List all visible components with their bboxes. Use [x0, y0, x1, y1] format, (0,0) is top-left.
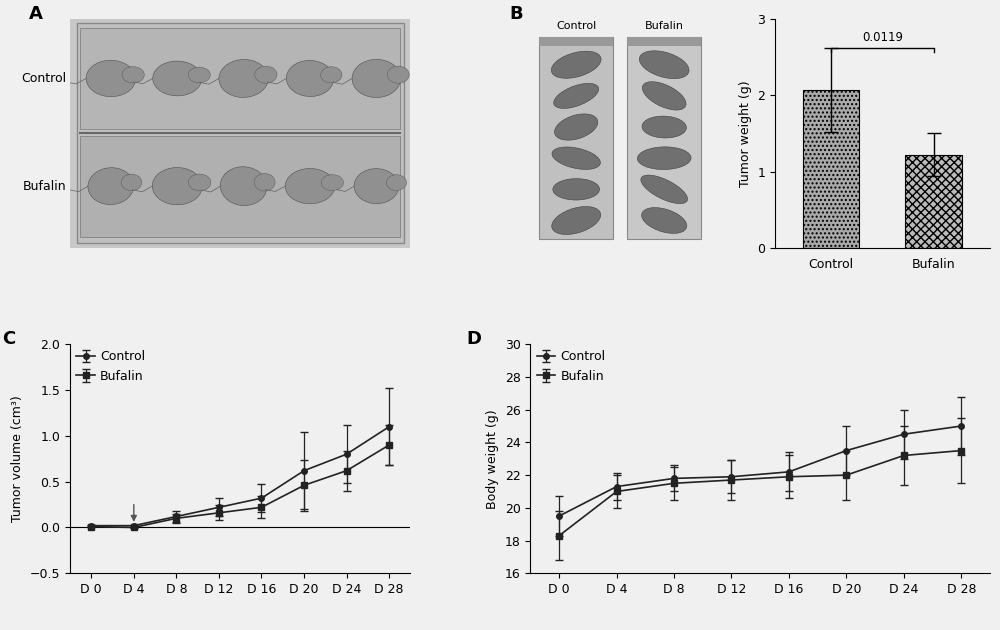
Ellipse shape — [554, 83, 599, 108]
Ellipse shape — [219, 59, 268, 98]
Text: Control: Control — [556, 21, 596, 32]
Text: B: B — [509, 5, 523, 23]
Ellipse shape — [552, 147, 600, 169]
Ellipse shape — [552, 207, 601, 234]
Ellipse shape — [220, 167, 267, 205]
Y-axis label: Tumor weight (g): Tumor weight (g) — [739, 80, 752, 186]
Ellipse shape — [86, 60, 136, 96]
FancyBboxPatch shape — [77, 23, 404, 243]
Ellipse shape — [153, 61, 202, 96]
Ellipse shape — [551, 51, 601, 78]
Ellipse shape — [641, 175, 688, 203]
Ellipse shape — [642, 82, 686, 110]
Y-axis label: Body weight (g): Body weight (g) — [486, 409, 499, 508]
Text: C: C — [2, 331, 15, 348]
Ellipse shape — [255, 66, 277, 83]
Bar — [803, 90, 859, 248]
Y-axis label: Tumor volume (cm³): Tumor volume (cm³) — [11, 396, 24, 522]
Ellipse shape — [639, 51, 689, 79]
Ellipse shape — [286, 60, 334, 96]
Text: Bufalin: Bufalin — [23, 180, 67, 193]
Ellipse shape — [152, 168, 202, 205]
Ellipse shape — [285, 168, 335, 203]
FancyBboxPatch shape — [627, 37, 701, 239]
Ellipse shape — [354, 169, 399, 203]
Ellipse shape — [188, 174, 211, 191]
Text: Bufalin: Bufalin — [645, 21, 684, 32]
Ellipse shape — [254, 173, 275, 191]
FancyBboxPatch shape — [80, 28, 400, 129]
Ellipse shape — [387, 66, 409, 83]
Bar — [905, 155, 962, 248]
Ellipse shape — [121, 174, 142, 191]
Ellipse shape — [321, 67, 342, 83]
Text: A: A — [29, 5, 43, 23]
Text: D: D — [466, 331, 481, 348]
Ellipse shape — [553, 179, 600, 200]
Ellipse shape — [386, 175, 406, 190]
FancyBboxPatch shape — [539, 37, 613, 47]
Ellipse shape — [642, 116, 686, 138]
Ellipse shape — [188, 67, 210, 83]
Ellipse shape — [352, 59, 401, 98]
Legend: Control, Bufalin: Control, Bufalin — [537, 350, 606, 382]
FancyBboxPatch shape — [80, 135, 400, 236]
Ellipse shape — [642, 208, 687, 233]
Text: Control: Control — [21, 72, 67, 85]
Ellipse shape — [321, 175, 343, 190]
Text: 0.0119: 0.0119 — [862, 31, 903, 44]
Ellipse shape — [555, 114, 598, 140]
FancyBboxPatch shape — [539, 37, 613, 239]
Ellipse shape — [637, 147, 691, 169]
Legend: Control, Bufalin: Control, Bufalin — [76, 350, 145, 382]
Ellipse shape — [122, 67, 144, 83]
FancyBboxPatch shape — [627, 37, 701, 47]
Ellipse shape — [88, 168, 134, 205]
